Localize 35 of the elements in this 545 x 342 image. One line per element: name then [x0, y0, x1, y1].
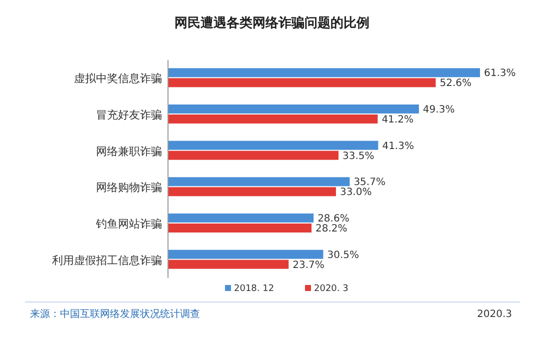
data-label: 49.3%: [422, 104, 455, 116]
bar: [168, 214, 314, 222]
bar: [168, 114, 378, 124]
text: 2020.3: [477, 309, 512, 320]
bar: [168, 260, 289, 269]
bar: [168, 68, 480, 78]
y-tick-label: 冒充好友诈骗: [96, 108, 162, 122]
legend-label: 2018. 12: [234, 284, 274, 294]
y-tick-label: 利用虚假招工信息诈骗: [52, 254, 162, 267]
y-tick-label: 钓鱼网站诈骗: [95, 218, 162, 230]
bar: [168, 187, 336, 196]
bar: [168, 104, 419, 114]
legend-label: 2020. 3: [314, 284, 348, 294]
bar: [168, 177, 350, 186]
data-label: 30.5%: [327, 250, 360, 261]
bar: [168, 78, 436, 88]
data-label: 52.6%: [440, 78, 472, 90]
bar: [168, 140, 378, 150]
y-tick-label: 网络购物诈骗: [96, 181, 162, 194]
data-label: 41.3%: [382, 140, 414, 152]
bar: [168, 250, 324, 259]
source-note: 来源：中国互联网络发展状况统计调查: [30, 308, 200, 320]
data-label: 28.2%: [316, 224, 348, 234]
data-label: 61.3%: [484, 68, 516, 80]
data-label: 33.5%: [342, 150, 374, 162]
bar: [168, 224, 312, 232]
bar: [168, 150, 339, 160]
y-tick-label: 网络兼职诈骗: [96, 144, 162, 158]
data-label: 35.7%: [354, 177, 386, 188]
data-label: 41.2%: [382, 114, 414, 126]
chart-title: 网民遭遇各类网络诈骗问题的比例: [174, 15, 370, 31]
y-tick-label: 虚拟中奖信息诈骗: [74, 72, 162, 86]
data-label: 33.0%: [340, 187, 372, 198]
data-label: 23.7%: [292, 260, 324, 271]
data-label: 28.6%: [318, 214, 350, 224]
